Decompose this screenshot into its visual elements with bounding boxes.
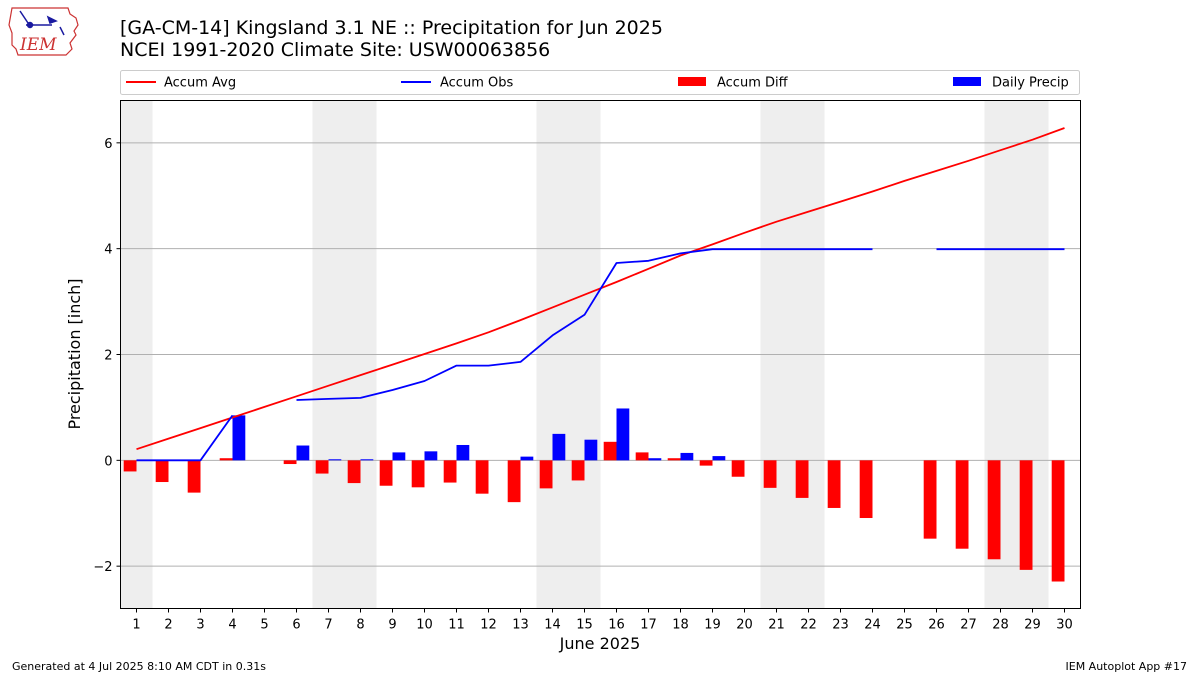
x-tick-label: 9 bbox=[388, 618, 396, 633]
daily-precip-bar bbox=[680, 452, 694, 461]
x-tick-label: 12 bbox=[480, 618, 497, 633]
x-tick-label: 13 bbox=[512, 618, 529, 633]
accum-diff-bar bbox=[411, 460, 425, 488]
chart-title: [GA-CM-14] Kingsland 3.1 NE :: Precipita… bbox=[120, 17, 663, 39]
accum-diff-bar bbox=[347, 460, 361, 484]
x-tick-label: 22 bbox=[800, 618, 817, 633]
legend-daily-label: Daily Precip bbox=[992, 76, 1069, 91]
x-tick-label: 8 bbox=[356, 618, 364, 633]
y-tick-label: 2 bbox=[104, 349, 112, 364]
accum-diff-bar bbox=[603, 441, 617, 461]
x-tick-label: 21 bbox=[768, 618, 785, 633]
accum-diff-bar bbox=[731, 460, 745, 477]
daily-precip-bar bbox=[360, 459, 374, 461]
generated-note: Generated at 4 Jul 2025 8:10 AM CDT in 0… bbox=[12, 660, 266, 673]
x-tick-label: 16 bbox=[608, 618, 625, 633]
x-tick-label: 24 bbox=[864, 618, 881, 633]
x-tick-label: 23 bbox=[832, 618, 849, 633]
legend-diff-label: Accum Diff bbox=[717, 76, 789, 91]
legend-obs-label: Accum Obs bbox=[440, 76, 513, 91]
accum-diff-bar bbox=[923, 460, 937, 539]
x-tick-label: 11 bbox=[448, 618, 465, 633]
accum-obs-line bbox=[136, 248, 1065, 462]
daily-precip-bar bbox=[712, 456, 726, 461]
x-tick-label: 14 bbox=[544, 618, 561, 633]
logo-text: IEM bbox=[19, 35, 57, 55]
accum-diff-bar bbox=[315, 460, 329, 474]
accum-diff-bar bbox=[1019, 460, 1033, 570]
legend-diff-swatch bbox=[678, 77, 706, 86]
accum-diff-bar bbox=[123, 460, 137, 472]
accum-diff-bar bbox=[219, 458, 233, 461]
legend: Accum Avg Accum Obs Accum Diff Daily Pre… bbox=[120, 70, 1080, 95]
x-tick-label: 19 bbox=[704, 618, 721, 633]
accum-diff-bar bbox=[507, 460, 521, 503]
x-tick-label: 5 bbox=[260, 618, 268, 633]
accum-diff-bar bbox=[1051, 460, 1065, 582]
accum-diff-bar bbox=[475, 460, 489, 494]
legend-daily-swatch bbox=[953, 77, 981, 86]
y-tick-label: 6 bbox=[104, 137, 112, 152]
x-tick-label: 25 bbox=[896, 618, 913, 633]
x-tick-label: 4 bbox=[228, 618, 236, 633]
x-tick-label: 27 bbox=[960, 618, 977, 633]
daily-precip-bar bbox=[520, 456, 534, 461]
accum-diff-bar bbox=[827, 460, 841, 508]
accum-diff-bar bbox=[155, 460, 169, 483]
x-tick-label: 18 bbox=[672, 618, 689, 633]
accum-diff-bar bbox=[539, 460, 553, 489]
accum-diff-bar bbox=[379, 460, 393, 486]
x-tick-label: 28 bbox=[992, 618, 1009, 633]
iem-logo: IEM bbox=[8, 7, 79, 56]
x-tick-label: 30 bbox=[1056, 618, 1073, 633]
plot-frame bbox=[120, 100, 1081, 609]
y-tick-label: −2 bbox=[93, 560, 112, 575]
accum-diff-bar bbox=[763, 460, 777, 488]
chart-subtitle: NCEI 1991-2020 Climate Site: USW00063856 bbox=[120, 39, 551, 61]
daily-precip-bar bbox=[232, 415, 246, 461]
daily-precip-bar bbox=[296, 445, 310, 461]
accum-diff-bar bbox=[635, 452, 649, 461]
daily-precip-bar bbox=[424, 451, 438, 461]
accum-diff-bar bbox=[187, 460, 201, 493]
accum-diff-bar bbox=[795, 460, 809, 498]
x-tick-label: 29 bbox=[1024, 618, 1041, 633]
x-tick-label: 26 bbox=[928, 618, 945, 633]
daily-precip-bar bbox=[456, 444, 470, 461]
app-note: IEM Autoplot App #17 bbox=[1065, 660, 1188, 673]
x-tick-label: 1 bbox=[132, 618, 140, 633]
x-axis-label: June 2025 bbox=[559, 634, 641, 653]
x-tick-label: 7 bbox=[324, 618, 332, 633]
x-tick-label: 3 bbox=[196, 618, 204, 633]
y-axis-label: Precipitation [inch] bbox=[65, 278, 84, 429]
accum-diff-bar bbox=[667, 458, 681, 461]
accum-diff-bar bbox=[987, 460, 1001, 560]
daily-precip-bar bbox=[328, 459, 342, 461]
daily-precip-bar bbox=[392, 452, 406, 461]
x-tick-label: 17 bbox=[640, 618, 657, 633]
daily-precip-bar bbox=[616, 408, 630, 461]
accum-diff-bar bbox=[955, 460, 969, 549]
daily-precip-bar bbox=[584, 439, 598, 461]
y-tick-label: 0 bbox=[104, 454, 112, 469]
x-tick-label: 10 bbox=[416, 618, 433, 633]
legend-avg-label: Accum Avg bbox=[164, 76, 236, 91]
x-tick-label: 6 bbox=[292, 618, 300, 633]
accum-diff-bar bbox=[571, 460, 585, 481]
y-tick-label: 4 bbox=[104, 243, 112, 258]
accum-diff-bar bbox=[859, 460, 873, 519]
x-tick-label: 15 bbox=[576, 618, 593, 633]
accum-diff-bar bbox=[283, 460, 297, 465]
accum-diff-bar bbox=[699, 460, 713, 466]
x-tick-label: 20 bbox=[736, 618, 753, 633]
daily-precip-bar bbox=[648, 458, 662, 461]
x-tick-label: 2 bbox=[164, 618, 172, 633]
daily-precip-bar bbox=[552, 433, 566, 461]
accum-diff-bar bbox=[443, 460, 457, 483]
